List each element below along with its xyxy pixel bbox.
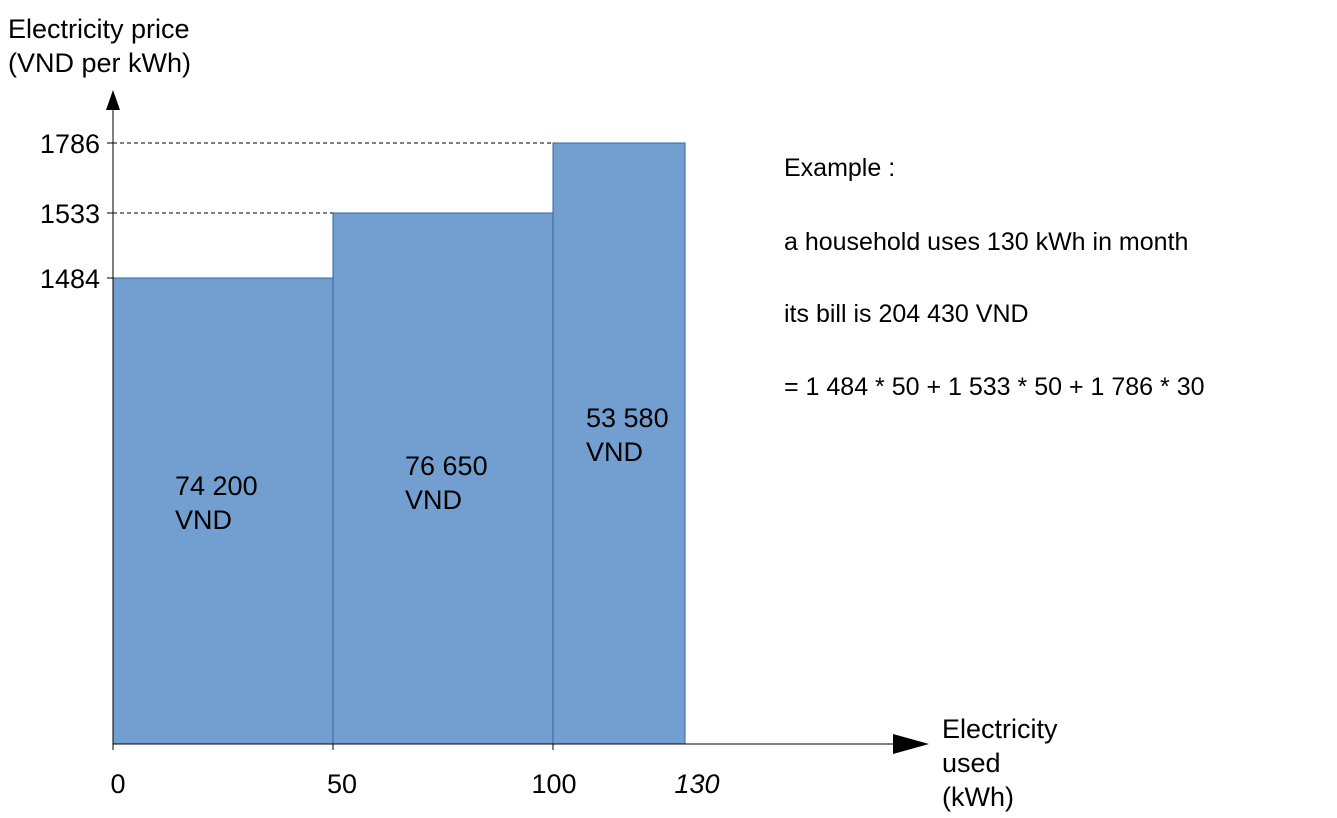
bar-1 — [112, 277, 334, 745]
y-axis-title-line-2: (VND per kWh) — [8, 48, 191, 78]
bar-3-label-line-1: 53 580 — [586, 403, 669, 433]
y-axis-title-line-1: Electricity price — [8, 14, 190, 44]
x-axis-arrow-icon — [893, 734, 929, 754]
x-axis-title-line-2: used — [942, 748, 1001, 778]
axis-titles: Electricity price (VND per kWh) Electricit… — [8, 14, 1058, 812]
x-tick-label-130: 130 — [674, 769, 719, 799]
bar-value-labels: 74 200 VND 76 650 VND 53 580 VND — [175, 403, 669, 535]
bar-3-label-line-2: VND — [586, 437, 643, 467]
y-tick-label-1484: 1484 — [40, 264, 100, 294]
x-tick-label-0: 0 — [110, 769, 125, 799]
bars-layer — [112, 142, 686, 745]
example-line-4: = 1 484 * 50 + 1 533 * 50 + 1 786 * 30 — [784, 373, 1205, 401]
bar-3 — [552, 142, 686, 745]
example-line-2: a household uses 130 kWh in month — [784, 228, 1188, 256]
y-tick-label-1786: 1786 — [40, 129, 100, 159]
y-tick-label-1533: 1533 — [40, 199, 100, 229]
x-axis-title-line-1: Electricity — [942, 714, 1058, 744]
x-tick-label-50: 50 — [327, 769, 357, 799]
example-line-3: its bill is 204 430 VND — [784, 300, 1029, 328]
tick-labels: 1786 1533 1484 0 50 100 130 — [40, 129, 720, 799]
bar-2-label-line-2: VND — [405, 485, 462, 515]
bar-2-label-line-1: 76 650 — [405, 451, 488, 481]
bar-2 — [332, 212, 554, 745]
example-line-1: Example : — [784, 154, 895, 182]
x-axis-title-line-3: (kWh) — [942, 782, 1014, 812]
example-text-block: Example : a household uses 130 kWh in mon… — [784, 154, 1205, 401]
bar-1-label-line-1: 74 200 — [175, 471, 258, 501]
axes — [106, 90, 929, 754]
dashed-reference-lines — [113, 142, 553, 214]
y-axis-arrow-icon — [106, 90, 120, 110]
bar-1-label-line-2: VND — [175, 505, 232, 535]
x-tick-label-100: 100 — [531, 769, 576, 799]
